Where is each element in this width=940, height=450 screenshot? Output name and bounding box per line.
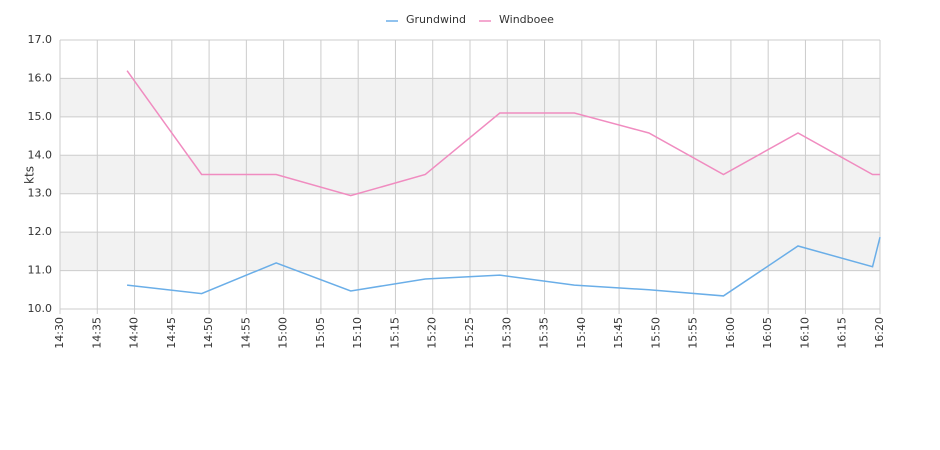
y-tick-label: 15.0 xyxy=(28,110,53,123)
x-tick-label: 15:25 xyxy=(463,317,476,349)
x-tick-label: 15:05 xyxy=(314,317,327,349)
x-tick-label: 14:55 xyxy=(239,317,252,349)
x-tick-label: 15:20 xyxy=(426,317,439,349)
y-tick-label: 16.0 xyxy=(28,71,53,84)
x-tick-label: 16:10 xyxy=(798,317,811,349)
x-tick-label: 14:45 xyxy=(165,317,178,349)
x-tick-label: 15:45 xyxy=(612,317,625,349)
y-tick-label: 12.0 xyxy=(28,225,53,238)
x-tick-label: 15:40 xyxy=(575,317,588,349)
x-tick-label: 15:30 xyxy=(500,317,513,349)
x-tick-label: 14:40 xyxy=(128,317,141,349)
x-tick-label: 14:30 xyxy=(53,317,66,349)
x-tick-label: 16:20 xyxy=(873,317,886,349)
x-tick-label: 15:00 xyxy=(277,317,290,349)
y-axis-label: kts xyxy=(23,166,37,184)
y-tick-label: 13.0 xyxy=(28,187,53,200)
series-line xyxy=(126,70,880,197)
x-tick-label: 15:50 xyxy=(649,317,662,349)
y-tick-label: 11.0 xyxy=(28,264,53,277)
x-tick-label: 15:15 xyxy=(388,317,401,349)
x-tick-label: 16:05 xyxy=(761,317,774,349)
x-tick-label: 15:55 xyxy=(687,317,700,349)
series-line xyxy=(127,236,881,297)
legend-label: Grundwind xyxy=(406,13,466,26)
y-tick-label: 17.0 xyxy=(28,33,53,46)
legend-label: Windboee xyxy=(499,13,554,26)
x-tick-label: 15:10 xyxy=(351,317,364,349)
y-tick-label: 14.0 xyxy=(28,148,53,161)
y-tick-label: 10.0 xyxy=(28,302,53,315)
x-tick-label: 16:15 xyxy=(836,317,849,349)
x-tick-label: 15:35 xyxy=(538,317,551,349)
x-tick-label: 14:50 xyxy=(202,317,215,349)
x-tick-label: 14:35 xyxy=(90,317,103,349)
x-tick-label: 16:00 xyxy=(724,317,737,349)
